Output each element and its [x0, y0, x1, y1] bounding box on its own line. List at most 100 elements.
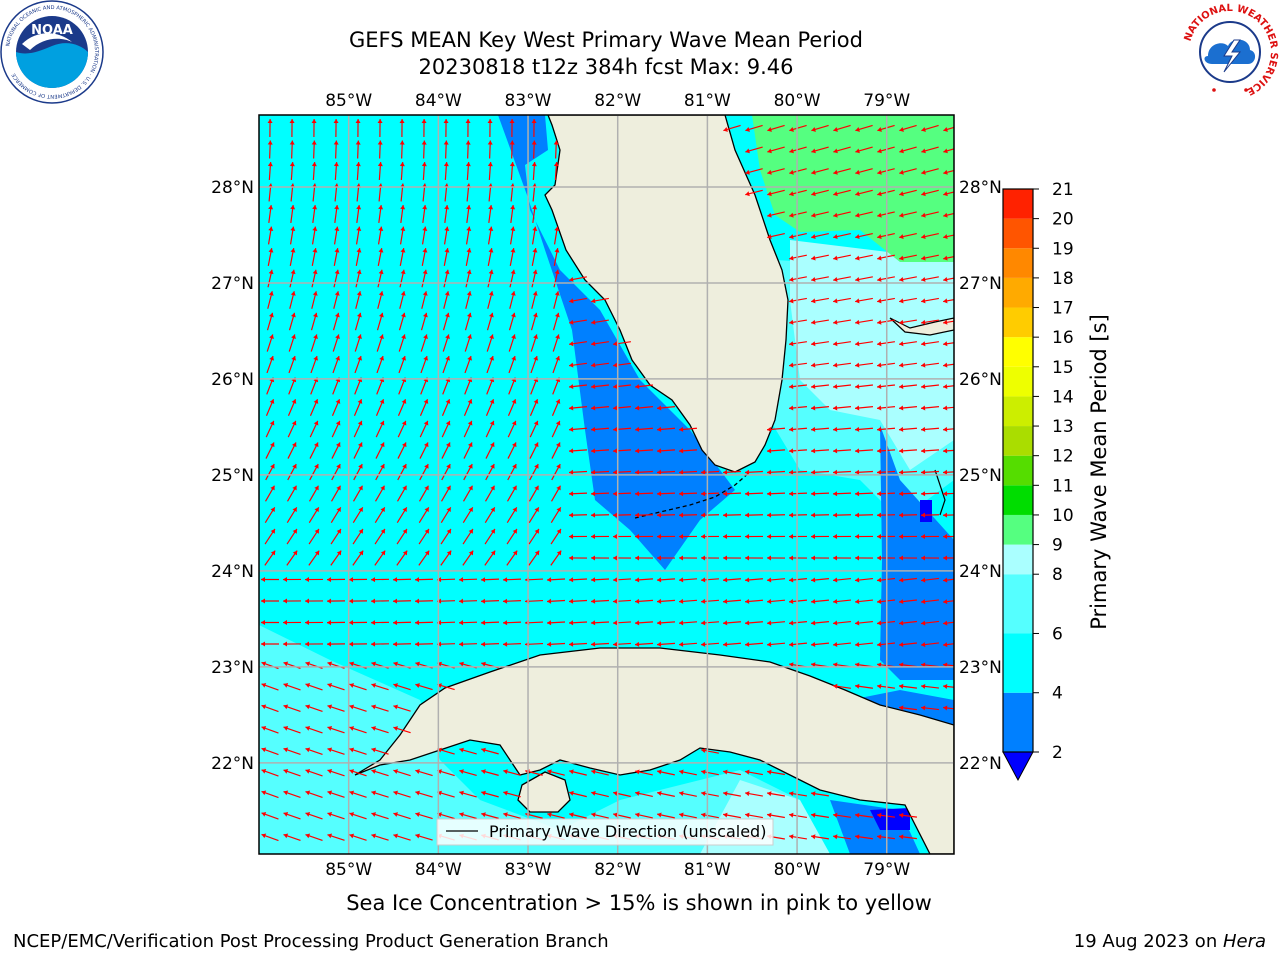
- wave-arrow: [612, 491, 632, 497]
- wave-arrow: [810, 384, 830, 390]
- wave-arrow: [612, 469, 632, 475]
- wave-arrow: [767, 124, 785, 132]
- wave-arrow: [788, 512, 808, 518]
- wave-arrow: [529, 398, 539, 417]
- wave-arrow: [267, 118, 273, 138]
- lat-label-left: 25°N: [211, 466, 254, 486]
- wave-arrow: [612, 426, 632, 432]
- wave-arrow: [766, 426, 786, 432]
- wave-arrow: [899, 189, 917, 197]
- wave-arrow: [349, 683, 367, 691]
- wave-arrow: [590, 491, 610, 497]
- wave-arrow: [568, 555, 588, 561]
- wave-arrow: [832, 426, 852, 432]
- wave-arrow: [569, 812, 587, 819]
- wave-arrow: [701, 812, 719, 819]
- wave-arrow: [308, 507, 320, 523]
- wave-arrow: [348, 577, 368, 583]
- lon-label-bottom: 81°W: [684, 860, 731, 880]
- wave-arrow: [612, 512, 632, 518]
- wave-arrow: [327, 726, 345, 734]
- wave-arrow: [509, 161, 515, 181]
- wave-arrow: [287, 442, 297, 459]
- wave-arrow: [370, 598, 390, 604]
- wave-arrow: [656, 641, 676, 647]
- wave-arrow: [393, 769, 411, 777]
- wave-arrow: [392, 620, 412, 626]
- wave-arrow: [811, 276, 829, 282]
- wave-arrow: [767, 812, 785, 819]
- wave-arrow: [267, 291, 274, 309]
- wave-arrow: [354, 334, 362, 352]
- wave-arrow: [546, 577, 566, 583]
- wave-arrow: [481, 769, 499, 776]
- wave-arrow: [349, 833, 367, 841]
- wave-arrow: [393, 726, 411, 734]
- wave-arrow: [744, 620, 764, 626]
- wave-arrow: [569, 297, 587, 304]
- wave-arrow: [349, 790, 367, 798]
- wave-arrow: [481, 790, 499, 798]
- wave-arrow: [419, 398, 429, 417]
- wave-arrow: [789, 276, 807, 282]
- wave-arrow: [612, 641, 632, 647]
- lat-label-right: 28°N: [959, 178, 1002, 198]
- wave-arrow: [398, 312, 406, 331]
- colorbar-band: [1003, 455, 1033, 486]
- wave-arrow: [700, 555, 720, 561]
- wave-arrow: [282, 577, 302, 583]
- wave-arrow: [267, 140, 273, 159]
- wave-arrow: [399, 269, 406, 288]
- wave-arrow: [377, 291, 384, 309]
- wave-arrow: [920, 362, 940, 368]
- wave-arrow: [485, 463, 495, 481]
- wave-arrow: [506, 528, 518, 545]
- wave-arrow: [590, 534, 610, 540]
- wave-arrow: [546, 620, 566, 626]
- lon-label-top: 79°W: [863, 91, 910, 111]
- wave-arrow: [921, 189, 939, 197]
- wave-arrow: [264, 528, 276, 545]
- wave-arrow: [657, 812, 675, 819]
- wave-arrow: [855, 232, 873, 240]
- wave-arrow: [634, 405, 654, 411]
- wave-arrow: [811, 146, 829, 154]
- wave-arrow: [766, 512, 786, 518]
- wave-arrow: [656, 598, 676, 604]
- wave-arrow: [634, 577, 654, 583]
- wave-arrow: [656, 491, 676, 497]
- wave-arrow: [487, 226, 494, 245]
- wave-arrow: [943, 298, 954, 304]
- wave-arrow: [414, 641, 434, 647]
- wave-arrow: [568, 534, 588, 540]
- wave-arrow: [899, 211, 917, 218]
- wave-arrow: [612, 620, 632, 626]
- wave-arrow: [722, 598, 742, 604]
- wave-arrow: [854, 512, 874, 518]
- wave-arrow: [371, 726, 389, 734]
- wave-arrow: [898, 426, 918, 432]
- wave-arrow: [480, 577, 500, 583]
- wave-arrow: [282, 598, 302, 604]
- wave-arrow: [788, 448, 808, 454]
- wave-arrow: [418, 485, 430, 502]
- wave-arrow: [921, 319, 939, 325]
- wave-arrow: [397, 398, 407, 417]
- wave-arrow: [487, 161, 493, 181]
- wave-arrow: [283, 747, 301, 756]
- wave-arrow: [678, 448, 698, 454]
- wave-arrow: [788, 405, 808, 411]
- wave-arrow: [551, 398, 561, 417]
- wave-arrow: [811, 168, 829, 175]
- wave-arrow: [854, 620, 874, 626]
- wave-arrow: [331, 420, 341, 438]
- wave-arrow: [261, 725, 279, 734]
- wave-arrow: [465, 291, 472, 309]
- wave-arrow: [832, 362, 852, 368]
- wave-arrow: [789, 812, 807, 819]
- footer-machine: Hera: [1222, 931, 1266, 952]
- wave-arrow: [920, 491, 940, 497]
- wave-arrow: [943, 126, 954, 132]
- colorbar-label: Primary Wave Mean Period [s]: [1087, 314, 1111, 630]
- wave-arrow: [920, 620, 940, 626]
